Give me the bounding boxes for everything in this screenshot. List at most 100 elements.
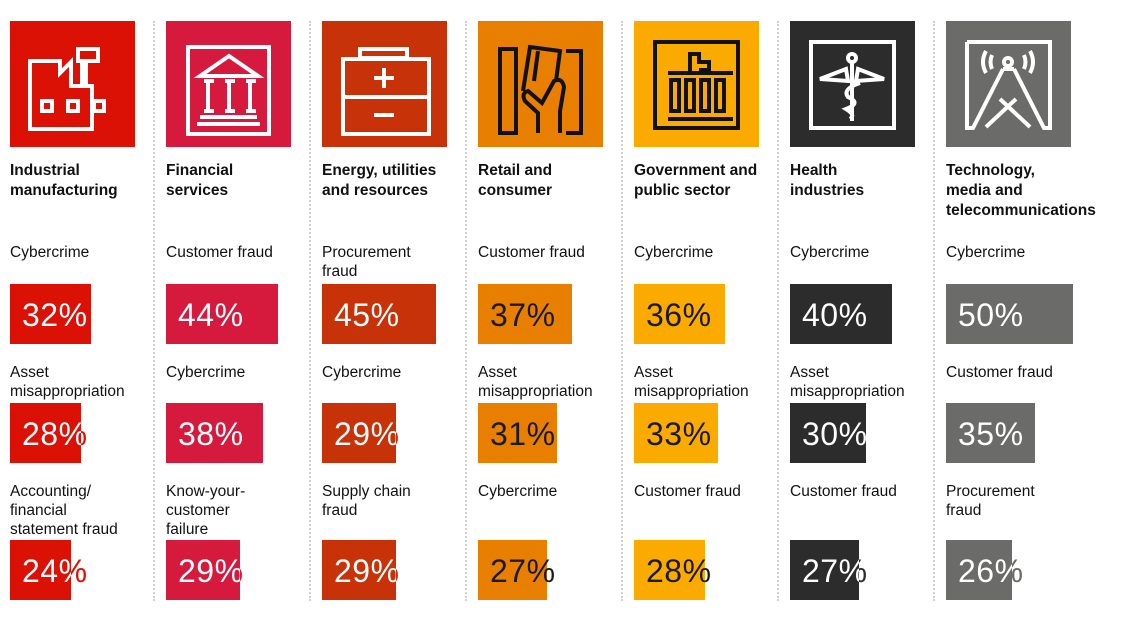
percentage-bar: 28%: [10, 403, 160, 463]
percentage-bar-graphic: 27%: [478, 540, 556, 600]
bar-fill: [634, 540, 705, 600]
percentage-bar: 44%: [166, 284, 316, 344]
bar-fill: [790, 540, 859, 600]
percentage-value: 33%: [646, 416, 712, 452]
bar-fill: [634, 284, 725, 344]
percentage-value: 28%: [646, 553, 712, 589]
sector-title-line: telecommunications: [946, 202, 1096, 219]
fraud-type-label: Cybercrime: [790, 244, 870, 261]
percentage-bar: 29%: [322, 403, 472, 463]
percentage-bar: 50%: [946, 284, 1096, 344]
percentage-value: 29%: [178, 553, 244, 589]
bar-fill: [478, 403, 557, 463]
percentage-bar: 32%: [10, 284, 160, 344]
percentage-bar-graphic: 32%: [10, 284, 91, 344]
column-divider: [153, 21, 155, 601]
bar-fill: [946, 540, 1012, 600]
sector-column: Energy, utilities and resources Procuremen…: [322, 0, 472, 626]
sector-title: Technology, media and telecommunications: [946, 161, 1096, 221]
card-in-hand-icon: [478, 21, 603, 147]
bar-fill: [166, 540, 240, 600]
sector-title: Health industries: [790, 161, 940, 201]
sector-title-line: consumer: [478, 182, 553, 199]
antenna-icon: [946, 21, 1071, 147]
column-divider: [309, 21, 311, 601]
percentage-value: 31%: [490, 416, 556, 452]
percentage-bar-graphic: 29%: [166, 540, 244, 600]
sector-title-line: Industrial: [10, 162, 80, 179]
percentage-value: 40%: [802, 297, 868, 333]
sector-column: Financial services Customer fraud 44% Cyberc…: [166, 0, 316, 626]
percentage-bar: 27%: [790, 540, 940, 600]
percentage-value: 24%: [22, 553, 88, 589]
percentage-bar: 30%: [790, 403, 940, 463]
sector-column: Technology, media and telecommunications Cy…: [946, 0, 1096, 626]
percentage-bar: 24%: [10, 540, 160, 600]
fraud-type-label: Procurement fraud: [322, 244, 411, 280]
percentage-bar-graphic: 24%: [10, 540, 88, 600]
bar-fill: [10, 403, 81, 463]
sector-title-line: Government and: [634, 162, 758, 179]
bar-fill: [10, 540, 71, 600]
percentage-value: 50%: [958, 297, 1024, 333]
sector-title-line: industries: [790, 182, 865, 199]
percentage-value: 27%: [490, 553, 556, 589]
percentage-value: 27%: [802, 553, 868, 589]
bar-fill: [478, 540, 547, 600]
fraud-type-label: Asset misappropriation: [634, 364, 749, 400]
fraud-type-label: Cybercrime: [322, 364, 402, 381]
battery-icon: [322, 21, 447, 147]
sector-title: Government and public sector: [634, 161, 784, 201]
percentage-bar-graphic: 27%: [790, 540, 868, 600]
percentage-bar-graphic: 40%: [790, 284, 892, 344]
percentage-bar-graphic: 50%: [946, 284, 1073, 344]
percentage-bar: 29%: [322, 540, 472, 600]
sector-column: Industrial manufacturing Cybercrime 32% Asse…: [10, 0, 160, 626]
percentage-bar-graphic: 29%: [322, 403, 399, 463]
bar-fill: [166, 284, 278, 344]
percentage-bar: 28%: [634, 540, 784, 600]
column-divider: [933, 21, 935, 601]
fraud-type-label: Customer fraud: [790, 483, 897, 500]
percentage-value: 35%: [958, 416, 1024, 452]
column-divider: [621, 21, 623, 601]
percentage-value: 26%: [958, 553, 1024, 589]
sector-title: Energy, utilities and resources: [322, 161, 472, 201]
caduceus-icon: [790, 21, 915, 147]
fraud-type-label: Customer fraud: [166, 244, 273, 261]
percentage-value: 29%: [334, 553, 400, 589]
sector-title: Financial services: [166, 161, 316, 201]
percentage-value: 36%: [646, 297, 712, 333]
bar-fill: [790, 284, 892, 344]
percentage-bar-graphic: 44%: [166, 284, 278, 344]
percentage-value: 44%: [178, 297, 244, 333]
sector-title-line: manufacturing: [10, 182, 118, 199]
fraud-type-label: Procurement fraud: [946, 483, 1035, 519]
percentage-bar: 33%: [634, 403, 784, 463]
percentage-bar-graphic: 31%: [478, 403, 557, 463]
percentage-value: 45%: [334, 297, 400, 333]
fraud-type-label: Cybercrime: [166, 364, 246, 381]
percentage-bar-graphic: 33%: [634, 403, 718, 463]
fraud-type-label: Know-your-customer failure: [166, 483, 246, 538]
fraud-type-label: Supply chain fraud: [322, 483, 411, 519]
bar-fill: [790, 403, 866, 463]
bar-fill: [478, 284, 572, 344]
fraud-type-label: Customer fraud: [946, 364, 1053, 381]
bar-fill: [322, 540, 396, 600]
percentage-bar-graphic: 38%: [166, 403, 263, 463]
percentage-bar: 35%: [946, 403, 1096, 463]
percentage-bar: 40%: [790, 284, 940, 344]
percentage-bar-graphic: 37%: [478, 284, 572, 344]
percentage-bar-graphic: 29%: [322, 540, 400, 600]
percentage-bar: 37%: [478, 284, 628, 344]
percentage-bar-graphic: 35%: [946, 403, 1035, 463]
column-divider: [465, 21, 467, 601]
sector-title-line: public sector: [634, 182, 731, 199]
percentage-bar-graphic: 28%: [10, 403, 87, 463]
fraud-type-label: Cybercrime: [946, 244, 1026, 261]
sector-title: Industrial manufacturing: [10, 161, 160, 201]
fraud-type-label: Cybercrime: [478, 483, 558, 500]
fraud-type-label: Cybercrime: [10, 244, 90, 261]
government-building-icon: [634, 21, 759, 147]
